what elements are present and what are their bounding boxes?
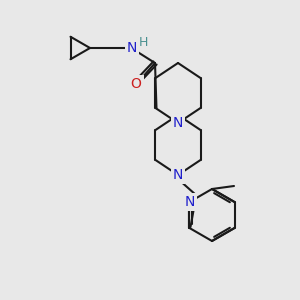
Text: N: N [173,116,183,130]
Text: N: N [127,41,137,55]
Text: O: O [130,77,141,91]
Text: H: H [138,37,148,50]
Text: N: N [184,195,195,209]
Text: N: N [173,168,183,182]
